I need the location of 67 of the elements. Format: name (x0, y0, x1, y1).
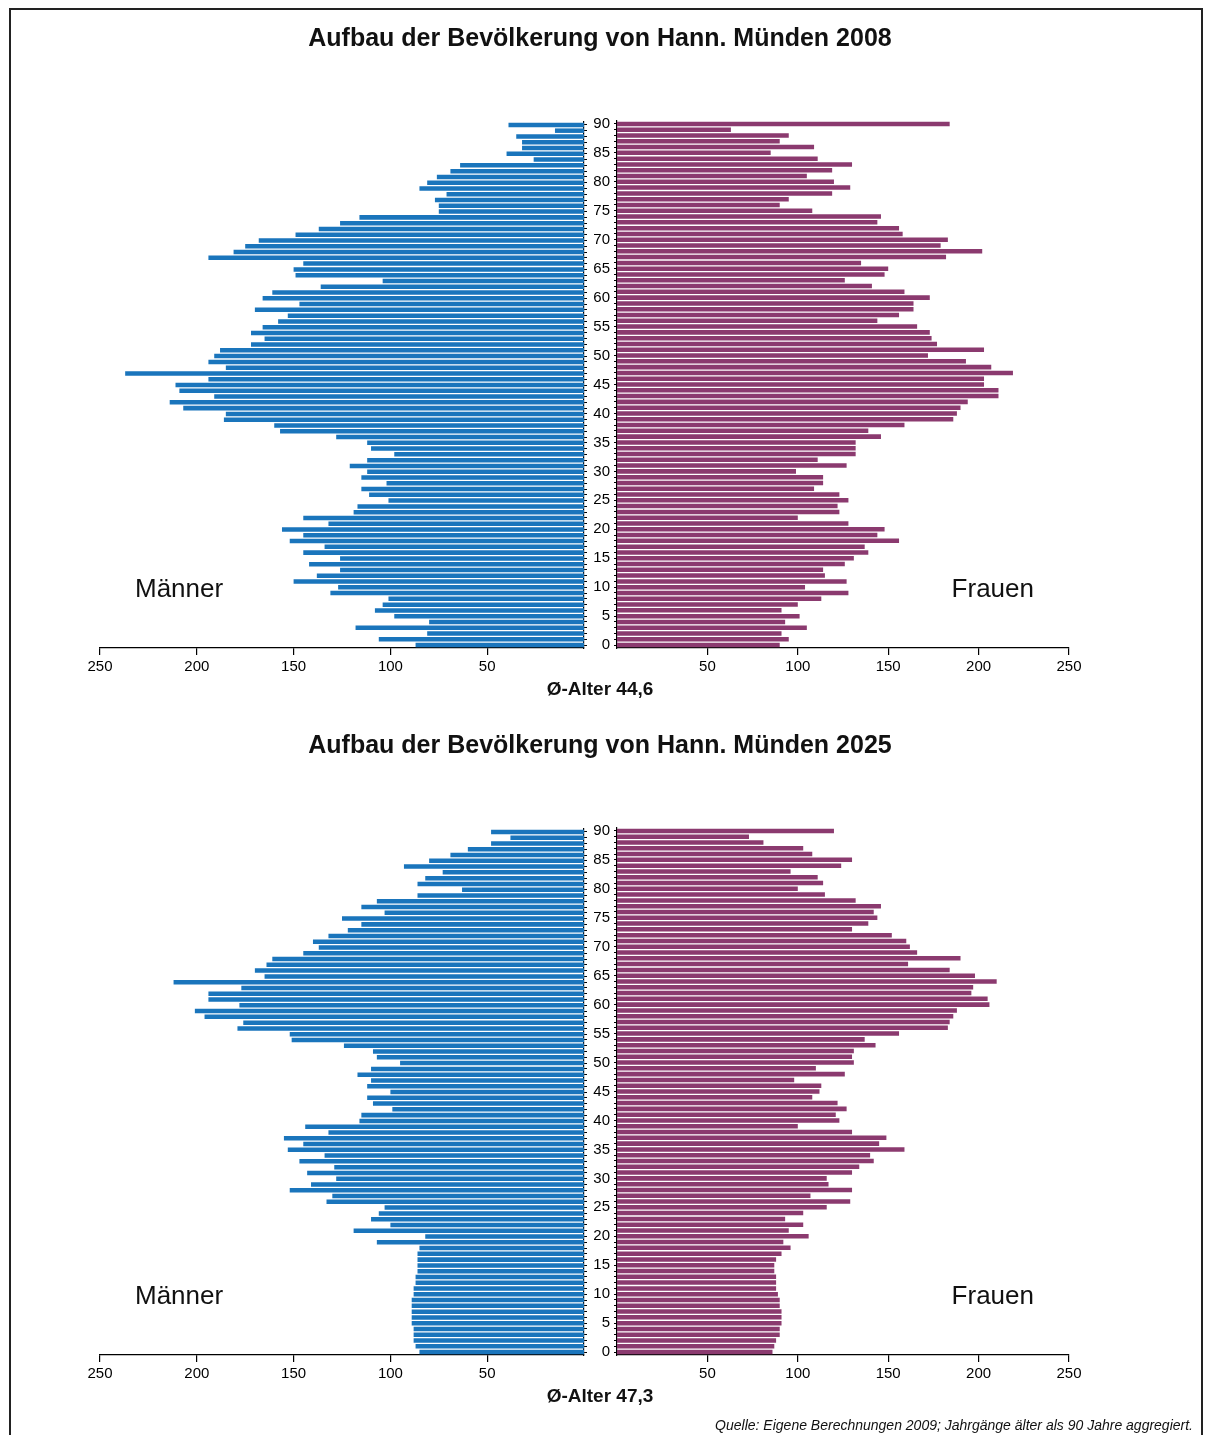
text: Männer (135, 573, 224, 604)
y-tick-label: 10 (593, 1284, 610, 1302)
x-tick-label: 50 (478, 1364, 496, 1382)
x-tick-label: 50 (699, 657, 716, 675)
y-tick-label: 65 (593, 965, 610, 983)
x-tick-label: 200 (966, 657, 992, 675)
x-tick-label: 200 (966, 1364, 992, 1382)
x-tick-label: 200 (184, 1364, 210, 1382)
y-tick-label: 30 (593, 1168, 610, 1186)
y-tick-label: 35 (593, 432, 610, 450)
y-tick-label: 50 (593, 345, 610, 363)
source-note: Quelle: Eigene Berechnungen 2009; Jahrgänge älter als 90 Jahre aggregiert. (714, 1417, 1193, 1433)
y-tick-label: 75 (593, 907, 610, 925)
x-tick-label: 50 (478, 657, 496, 675)
y-tick-label: 15 (593, 548, 610, 566)
y-tick-label: 20 (593, 1226, 610, 1244)
text: Frauen (951, 573, 1034, 604)
y-tick-label: 70 (593, 229, 610, 247)
y-tick-label: 15 (593, 1255, 610, 1273)
y-tick-label: 25 (593, 1197, 610, 1215)
y-tick-label: 35 (593, 1139, 610, 1157)
y-tick-label: 30 (593, 461, 610, 479)
text: Frauen (951, 1280, 1034, 1311)
y-tick-label: 0 (601, 635, 610, 653)
y-tick-label: 60 (593, 287, 610, 305)
text: Ø-Alter 47,3 (545, 1385, 655, 1407)
x-tick-label: 250 (87, 1364, 113, 1382)
y-tick-label: 90 (593, 114, 610, 132)
x-tick-label: 150 (281, 657, 307, 675)
chart-title: Aufbau der Bevölkerung von Hann. Münden 2025 (307, 730, 893, 759)
y-tick-label: 90 (593, 821, 610, 839)
y-tick-label: 75 (593, 200, 610, 218)
x-tick-label: 100 (785, 657, 811, 675)
y-tick-label: 0 (601, 1342, 610, 1360)
x-tick-label: 250 (1056, 657, 1082, 675)
y-tick-label: 20 (593, 519, 610, 537)
x-tick-label: 150 (875, 1364, 901, 1382)
y-tick-label: 60 (593, 994, 610, 1012)
y-tick-label: 10 (593, 577, 610, 595)
y-tick-label: 40 (593, 403, 610, 421)
x-tick-label: 150 (281, 1364, 307, 1382)
x-tick-label: 200 (184, 657, 210, 675)
y-tick-label: 80 (593, 171, 610, 189)
text: Ø-Alter 44,6 (545, 678, 655, 700)
x-tick-label: 50 (699, 1364, 716, 1382)
x-tick-label: 250 (87, 657, 113, 675)
y-tick-label: 85 (593, 142, 610, 160)
y-tick-label: 55 (593, 316, 610, 334)
y-tick-label: 55 (593, 1023, 610, 1041)
x-tick-label: 250 (1056, 1364, 1082, 1382)
x-tick-label: 100 (377, 1364, 403, 1382)
y-tick-label: 80 (593, 878, 610, 896)
text: Männer (135, 1280, 224, 1311)
x-tick-label: 100 (785, 1364, 811, 1382)
y-tick-label: 65 (593, 258, 610, 276)
y-tick-label: 45 (593, 1081, 610, 1099)
x-tick-label: 150 (875, 657, 901, 675)
y-tick-label: 50 (593, 1052, 610, 1070)
y-tick-label: 5 (601, 606, 610, 624)
x-tick-label: 100 (377, 657, 403, 675)
y-tick-label: 45 (593, 374, 610, 392)
y-tick-label: 40 (593, 1110, 610, 1128)
chart-title: Aufbau der Bevölkerung von Hann. Münden 2008 (307, 23, 893, 52)
y-tick-label: 70 (593, 936, 610, 954)
y-tick-label: 5 (601, 1313, 610, 1331)
y-tick-label: 85 (593, 849, 610, 867)
y-tick-label: 25 (593, 490, 610, 508)
